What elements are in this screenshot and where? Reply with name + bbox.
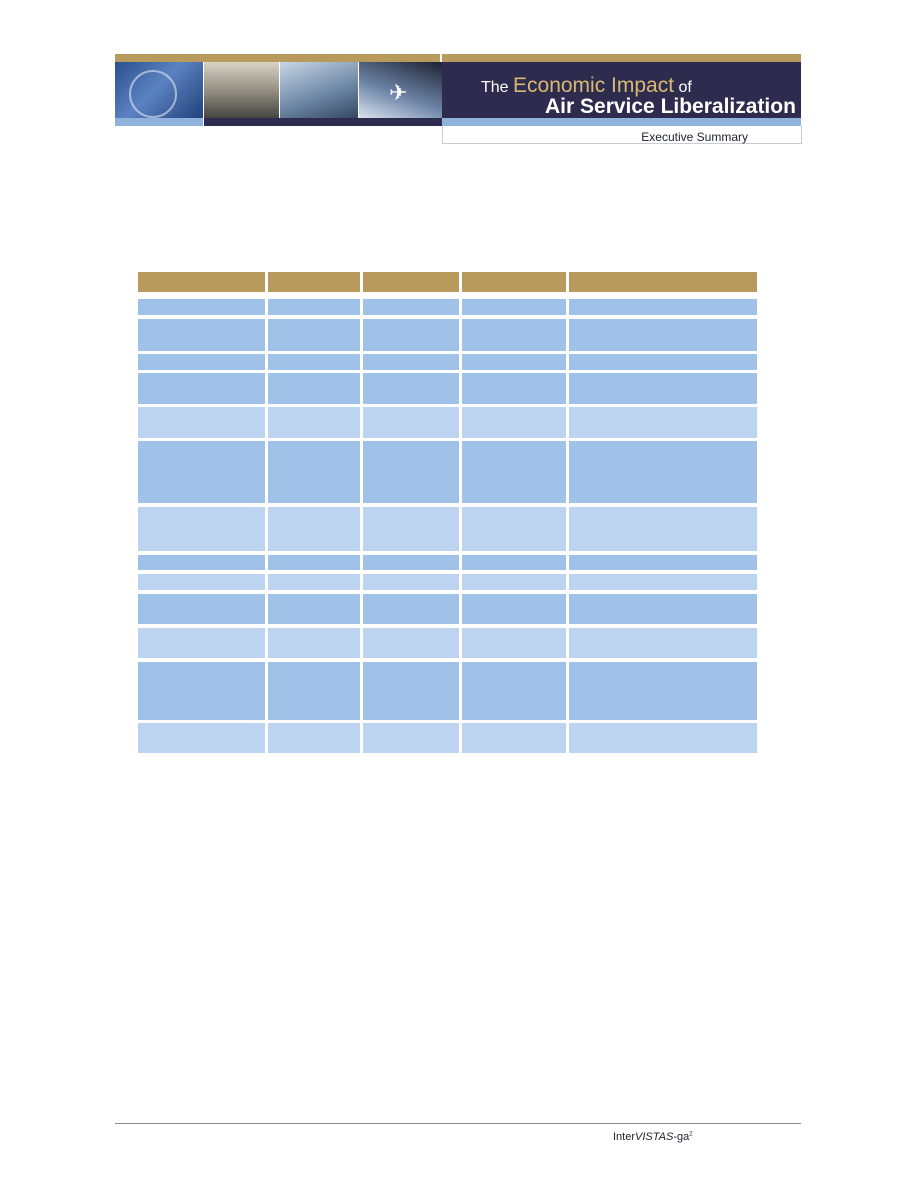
aircraft-photo: ✈ [359, 62, 442, 122]
report-banner: ✈ The Economic Impact of Air Service Lib… [115, 54, 802, 144]
table-cell [138, 407, 265, 438]
table-cell [569, 319, 757, 351]
table-cell [268, 507, 360, 551]
footer-rule [115, 1123, 801, 1124]
table-header-cell [363, 272, 459, 292]
table-cell [363, 555, 459, 570]
table-cell [138, 594, 265, 624]
table-cell [569, 354, 757, 370]
table-cell [462, 299, 566, 315]
table-cell [569, 594, 757, 624]
title-suffix: of [674, 79, 692, 96]
table-cell [138, 354, 265, 370]
table-cell [268, 662, 360, 720]
table-cell [462, 594, 566, 624]
table-cell [569, 441, 757, 503]
table-cell [363, 319, 459, 351]
table-cell [569, 299, 757, 315]
table-cell [268, 407, 360, 438]
footer-brand: InterVISTAS-ga2 [613, 1131, 693, 1143]
table-cell [268, 723, 360, 753]
table-cell [138, 723, 265, 753]
table-cell [363, 723, 459, 753]
subtitle-box: Executive Summary [442, 126, 802, 144]
table-cell [363, 354, 459, 370]
table-cell [363, 441, 459, 503]
report-title-line1: The Economic Impact of [481, 74, 692, 98]
table-cell [462, 507, 566, 551]
table-cell [268, 441, 360, 503]
table-cell [268, 299, 360, 315]
table-cell [462, 662, 566, 720]
table-header-cell [268, 272, 360, 292]
report-title-line2: Air Service Liberalization [545, 95, 796, 118]
table-cell [268, 574, 360, 590]
title-prefix: The [481, 79, 514, 96]
banner-title-panel: The Economic Impact of Air Service Liber… [442, 62, 801, 118]
table-cell [138, 299, 265, 315]
table-cell [462, 628, 566, 658]
table-header-cell [462, 272, 566, 292]
table-cell [462, 319, 566, 351]
table-cell [569, 723, 757, 753]
table-header-cell [138, 272, 265, 292]
table-cell [462, 373, 566, 404]
table-cell [268, 319, 360, 351]
table-cell [363, 407, 459, 438]
table-cell [569, 373, 757, 404]
banner-blue-strip [115, 118, 203, 126]
table-cell [268, 628, 360, 658]
brand-sup: 2 [689, 1131, 693, 1138]
table-header-cell [569, 272, 757, 292]
table-cell [363, 594, 459, 624]
table-cell [363, 574, 459, 590]
table-cell [569, 507, 757, 551]
table-cell [268, 594, 360, 624]
banner-blue-strip [442, 118, 801, 126]
table-cell [569, 628, 757, 658]
table-cell [462, 354, 566, 370]
traveler-photo [280, 62, 358, 122]
table-cell [138, 319, 265, 351]
table-cell [138, 373, 265, 404]
brand-prefix: Inter [613, 1131, 636, 1143]
report-subtitle: Executive Summary [641, 130, 748, 144]
globe-icon [129, 70, 177, 118]
table-cell [462, 574, 566, 590]
table-cell [462, 555, 566, 570]
title-accent: Economic Impact [513, 74, 675, 97]
table-cell [462, 723, 566, 753]
table-cell [268, 555, 360, 570]
airplane-icon: ✈ [389, 80, 408, 105]
table-cell [462, 441, 566, 503]
table-cell [268, 354, 360, 370]
brand-italic: VISTAS [635, 1131, 674, 1143]
table-cell [569, 407, 757, 438]
table-cell [363, 628, 459, 658]
table-cell [138, 574, 265, 590]
table-cell [363, 299, 459, 315]
table-cell [363, 373, 459, 404]
table-cell [138, 662, 265, 720]
table-cell [569, 574, 757, 590]
banner-gold-strip [442, 54, 801, 62]
table-cell [268, 373, 360, 404]
banner-dark-strip [204, 118, 442, 126]
table-cell [569, 555, 757, 570]
table-cell [569, 662, 757, 720]
table-cell [363, 507, 459, 551]
globe-photo [115, 62, 203, 122]
table-cell [462, 407, 566, 438]
table-cell [138, 507, 265, 551]
table-cell [138, 555, 265, 570]
factory-photo [204, 62, 279, 122]
table-cell [138, 441, 265, 503]
brand-suffix: -ga [673, 1131, 690, 1143]
table-cell [138, 628, 265, 658]
table-cell [363, 662, 459, 720]
banner-gold-strip [115, 54, 440, 62]
